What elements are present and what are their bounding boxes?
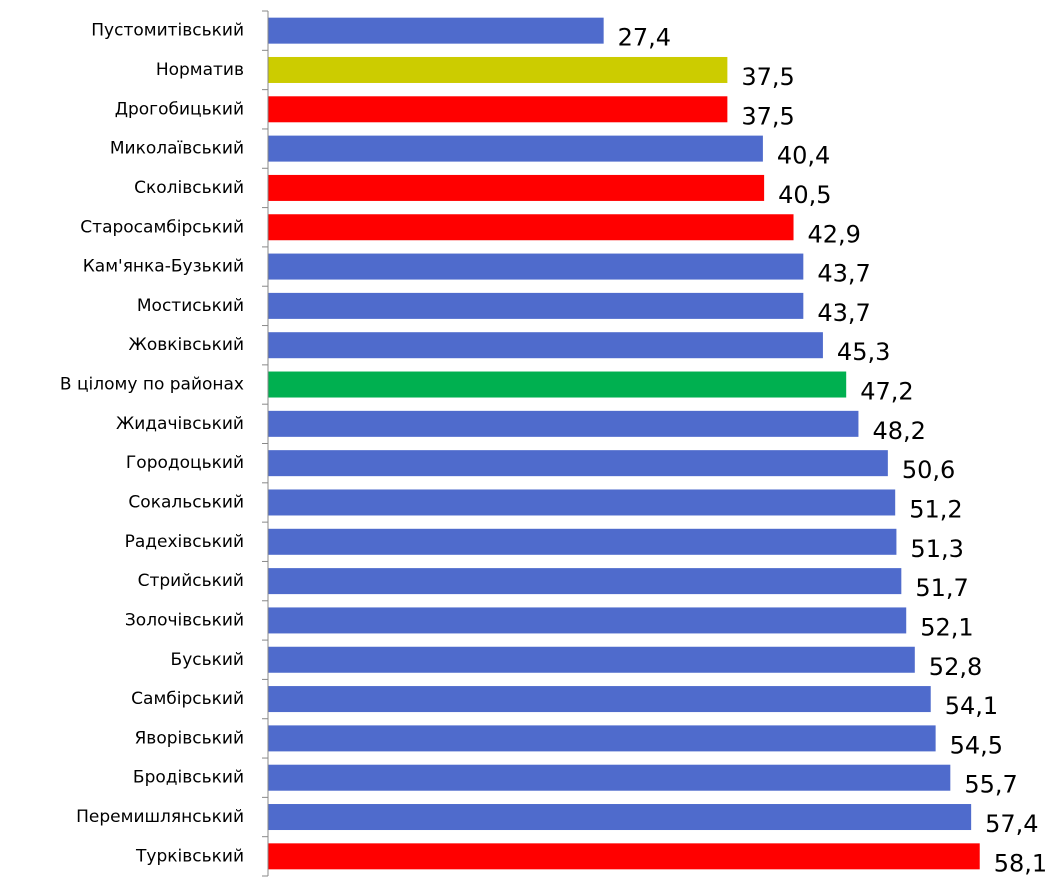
value-label: 52,1: [920, 613, 973, 641]
y-tick-label: Сколівський: [134, 178, 244, 198]
bar: [268, 253, 804, 280]
bar: [268, 56, 728, 83]
y-tick-label: Самбірський: [131, 689, 244, 709]
bar: [268, 371, 847, 398]
value-label: 40,5: [778, 181, 831, 209]
bar: [268, 804, 972, 831]
value-label: 51,3: [910, 535, 963, 563]
value-label: 40,4: [777, 142, 830, 170]
value-label: 43,7: [817, 260, 870, 288]
y-tick-label: Радехівський: [125, 532, 244, 552]
y-tick-label: Пустомитівський: [91, 21, 244, 41]
y-tick-label: Мостиський: [137, 296, 244, 316]
value-label: 58,1: [994, 849, 1047, 877]
value-label: 52,8: [929, 653, 982, 681]
bar: [268, 646, 915, 673]
bar: [268, 135, 763, 162]
value-label: 54,5: [950, 731, 1003, 759]
value-label: 51,7: [915, 574, 968, 602]
y-tick-label: Дрогобицький: [115, 99, 244, 119]
value-label: 54,1: [945, 692, 998, 720]
value-label: 55,7: [964, 771, 1017, 799]
value-label: 57,4: [985, 810, 1038, 838]
bar: [268, 17, 604, 44]
value-label: 37,5: [741, 63, 794, 91]
bar: [268, 292, 804, 319]
bar: [268, 568, 902, 595]
y-tick-label: Миколаївський: [110, 139, 244, 159]
value-label: 42,9: [808, 220, 861, 248]
bar: [268, 686, 931, 713]
y-tick-label: Золочівський: [125, 610, 244, 630]
y-tick-label: Жидачівський: [116, 414, 244, 434]
value-label: 37,5: [741, 102, 794, 130]
bar: [268, 450, 888, 477]
y-tick-label: Перемишлянський: [76, 807, 244, 827]
y-tick-label: Сокальський: [128, 492, 244, 512]
bar: [268, 332, 823, 359]
y-tick-label: Кам'янка-Бузький: [83, 257, 244, 277]
bar: [268, 410, 859, 437]
value-label: 27,4: [618, 24, 671, 52]
value-label: 47,2: [860, 378, 913, 406]
bar: [268, 214, 794, 241]
y-tick-label: Стрийський: [138, 571, 244, 591]
value-label: 50,6: [902, 456, 955, 484]
bar: [268, 489, 896, 516]
y-tick-label: Норматив: [156, 60, 244, 80]
bar: [268, 528, 897, 555]
bar: [268, 96, 728, 123]
bar: [268, 843, 980, 870]
y-tick-label: Старосамбірський: [80, 217, 244, 237]
y-tick-label: В цілому по районах: [60, 375, 244, 395]
y-tick-label: Турківський: [135, 846, 244, 866]
bar: [268, 725, 936, 752]
y-tick-label: Городоцький: [126, 453, 244, 473]
value-label: 43,7: [817, 299, 870, 327]
y-tick-label: Жовківський: [129, 335, 244, 355]
y-tick-label: Яворівський: [135, 728, 245, 748]
y-tick-label: Бродівський: [133, 768, 244, 788]
value-label: 48,2: [872, 417, 925, 445]
bar: [268, 607, 907, 634]
bar: [268, 764, 951, 791]
value-label: 45,3: [837, 338, 890, 366]
y-tick-label: Буський: [171, 650, 244, 670]
value-label: 51,2: [909, 495, 962, 523]
bar: [268, 174, 765, 201]
